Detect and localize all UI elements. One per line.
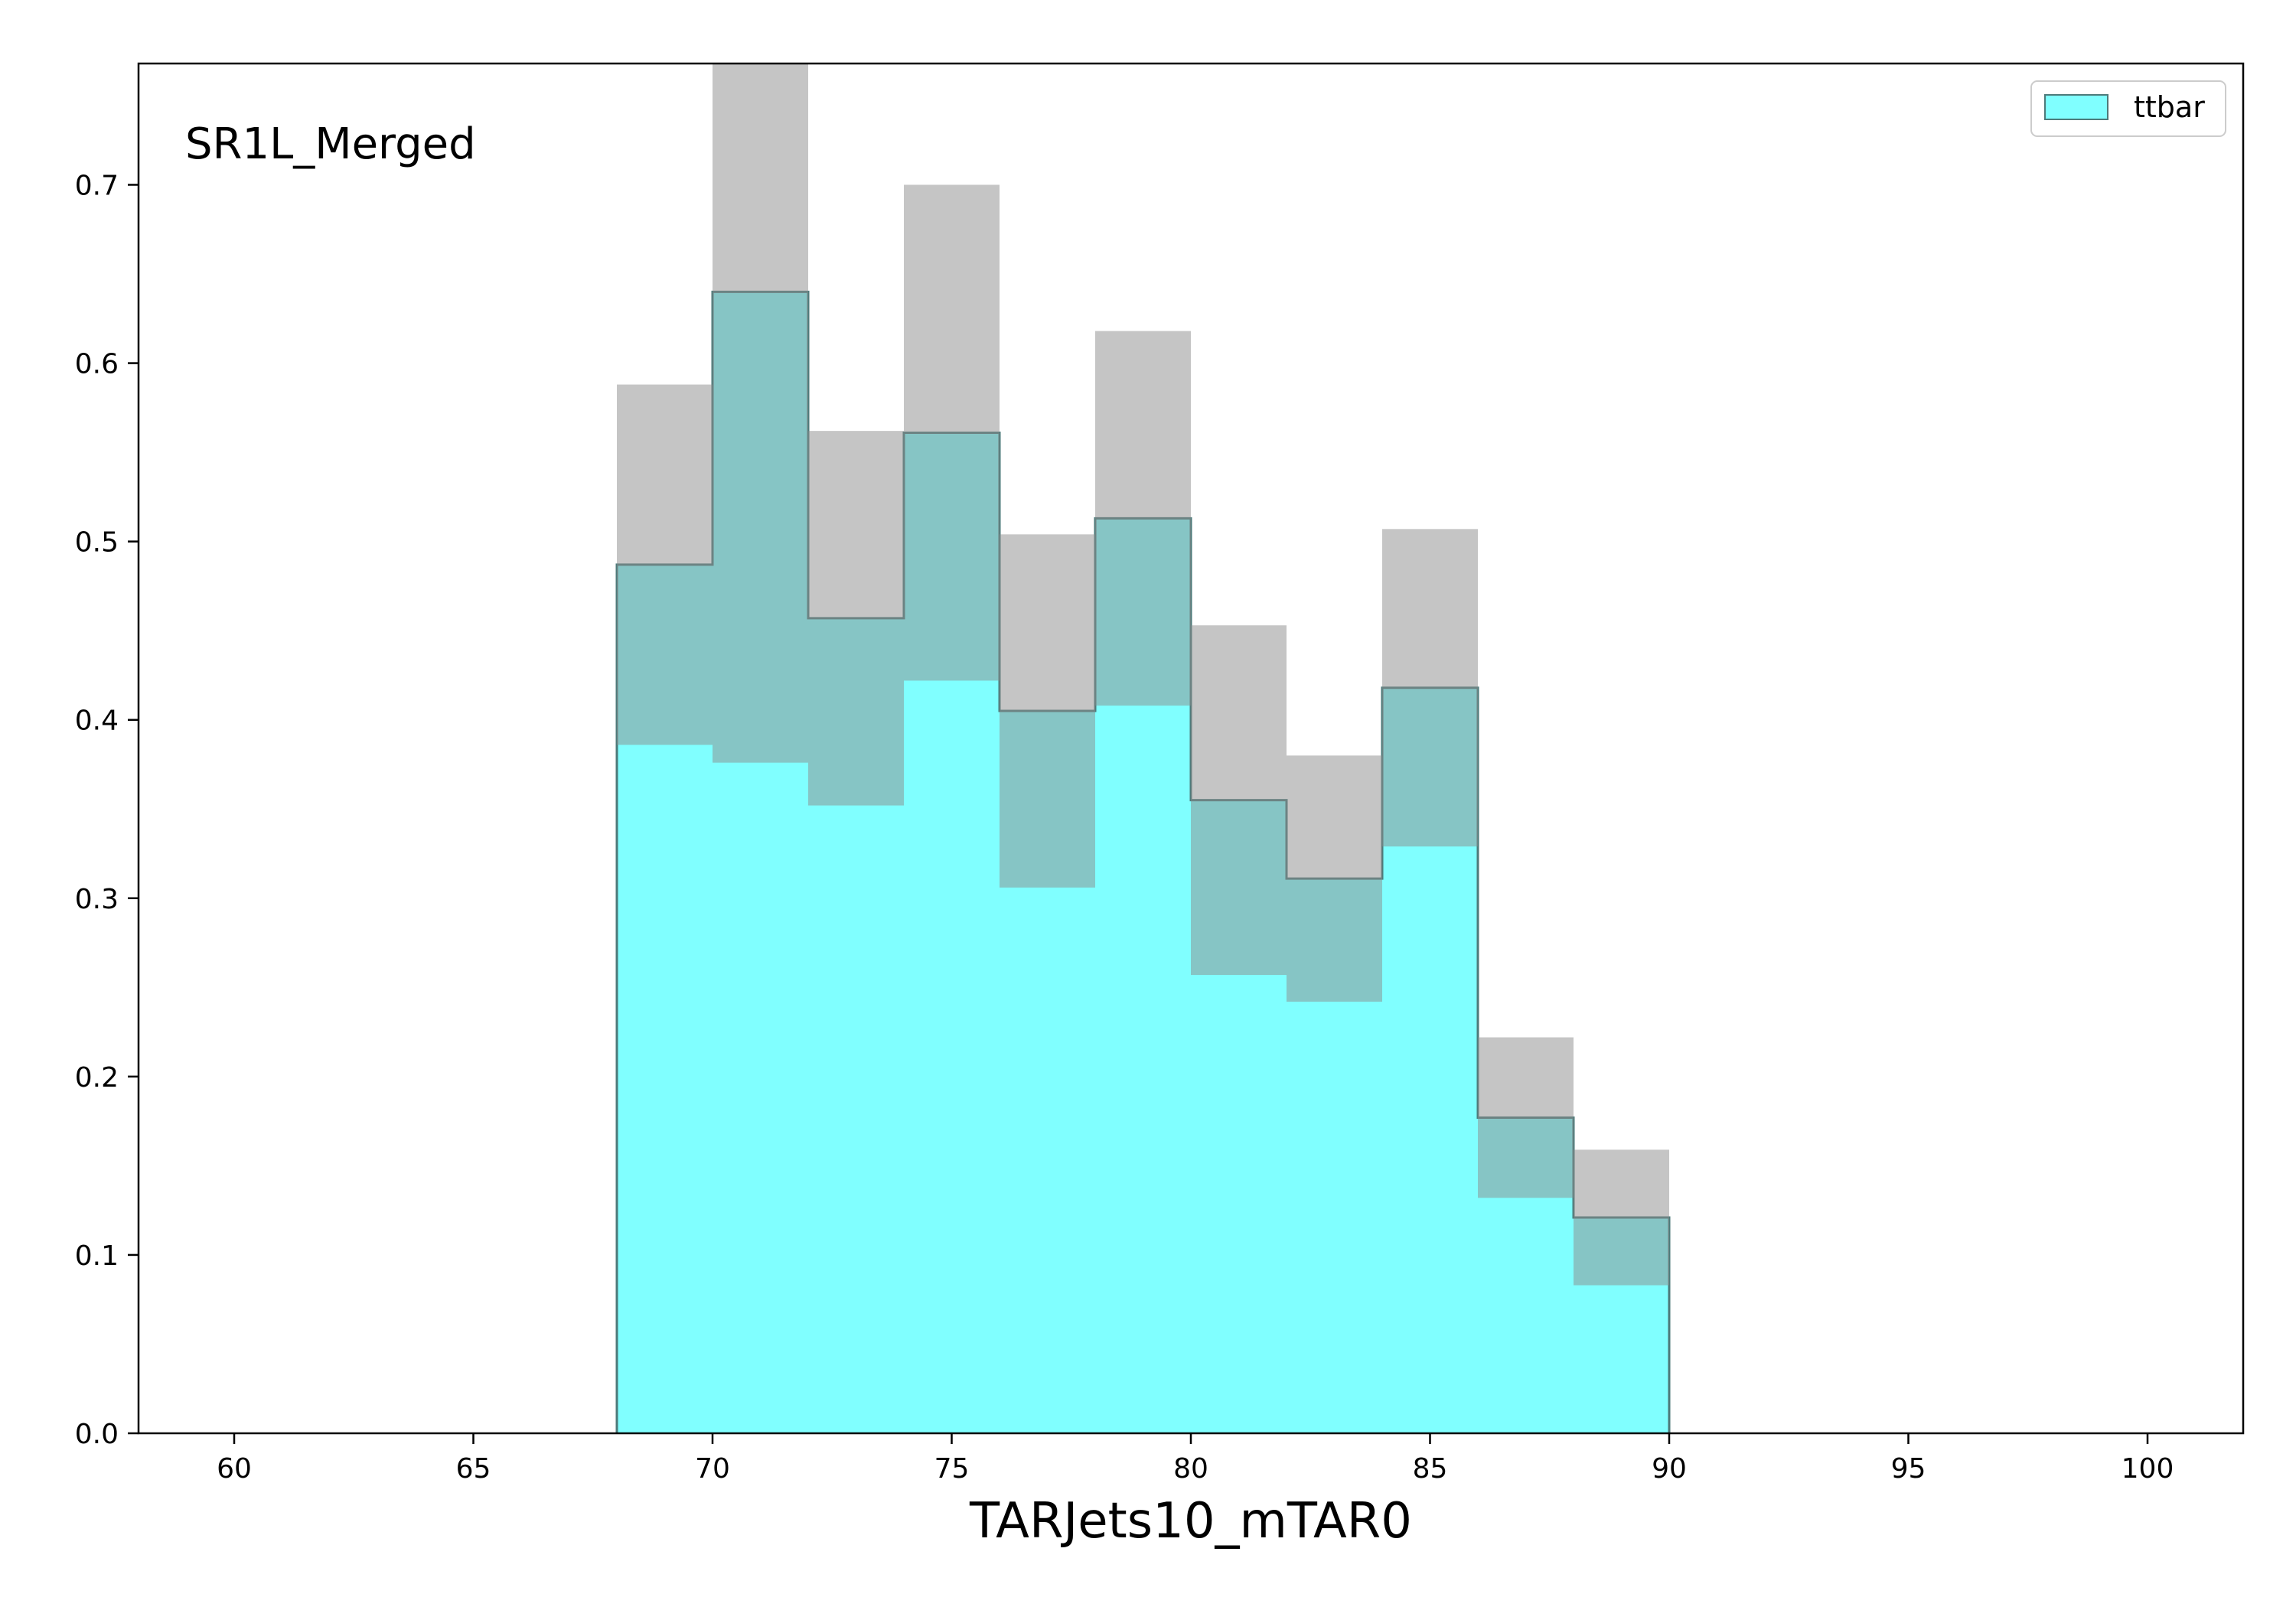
- uncertainty-band: [1478, 1037, 1574, 1198]
- uncertainty-bands: [617, 64, 1669, 1286]
- x-tick-label: 70: [695, 1453, 730, 1485]
- uncertainty-band: [1191, 625, 1287, 976]
- y-tick-label: 0.2: [75, 1062, 119, 1094]
- x-tick-label: 75: [934, 1453, 970, 1485]
- x-axis: 60 65 70 75 80 85 90 95 100: [217, 1433, 2174, 1485]
- y-tick-label: 0.3: [75, 884, 119, 915]
- y-tick-label: 0.5: [75, 527, 119, 559]
- y-tick-label: 0.1: [75, 1240, 119, 1272]
- x-tick-label: 100: [2122, 1453, 2174, 1485]
- uncertainty-band: [1382, 529, 1478, 847]
- x-tick-label: 95: [1891, 1453, 1926, 1485]
- legend-label-ttbar: ttbar: [2134, 90, 2205, 124]
- uncertainty-band: [713, 64, 808, 763]
- y-tick-label: 0.7: [75, 170, 119, 201]
- x-tick-label: 85: [1413, 1453, 1448, 1485]
- x-tick-label: 60: [217, 1453, 252, 1485]
- y-tick-label: 0.0: [75, 1419, 119, 1450]
- legend-swatch-ttbar: [2044, 94, 2108, 120]
- x-tick-label: 80: [1173, 1453, 1208, 1485]
- y-axis: 0.0 0.1 0.2 0.3 0.4 0.5 0.6 0.7: [75, 170, 139, 1450]
- x-tick-label: 90: [1652, 1453, 1687, 1485]
- uncertainty-band: [808, 431, 904, 806]
- uncertainty-band: [617, 384, 713, 745]
- region-label: SR1L_Merged: [185, 119, 476, 169]
- x-tick-label: 65: [456, 1453, 491, 1485]
- uncertainty-band: [1574, 1149, 1669, 1286]
- x-axis-title: TARJets10_mTAR0: [969, 1493, 1412, 1550]
- y-tick-label: 0.6: [75, 349, 119, 380]
- legend: ttbar: [2030, 80, 2226, 137]
- uncertainty-band: [904, 184, 1000, 681]
- uncertainty-band: [1287, 755, 1382, 1002]
- y-tick-label: 0.4: [75, 706, 119, 737]
- uncertainty-band: [1095, 331, 1191, 706]
- histogram-group: [615, 64, 1671, 1433]
- uncertainty-band: [1000, 534, 1095, 888]
